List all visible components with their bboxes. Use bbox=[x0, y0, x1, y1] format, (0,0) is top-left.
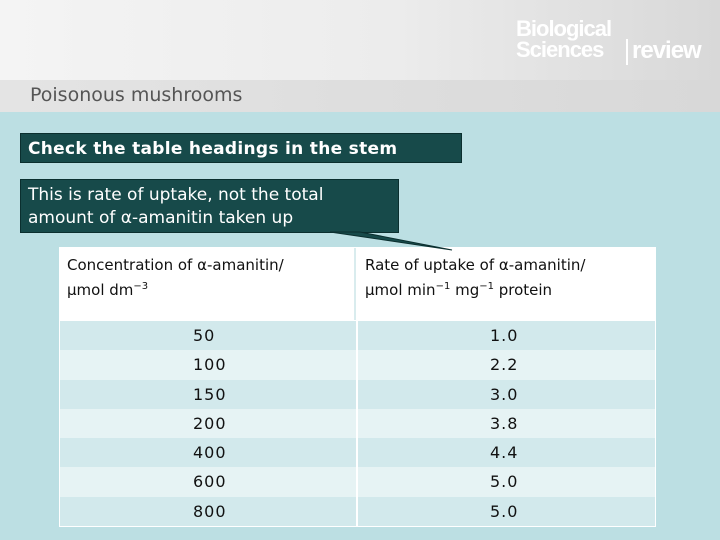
uptake-table: Concentration of α-amanitin/ μmol dm−3 R… bbox=[59, 247, 656, 527]
heading-callout: Check the table headings in the stem bbox=[20, 133, 462, 163]
table-body: 50 1.0 100 2.2 150 3.0 200 3.8 400 4.4 600 5.0… bbox=[60, 321, 655, 527]
uptake-callout: This is rate of uptake, not the total am… bbox=[20, 179, 399, 233]
concentration-cell: 200 bbox=[193, 413, 227, 433]
col2-unit-a: μmol min bbox=[365, 281, 436, 299]
col1-unit-exp: −3 bbox=[133, 281, 149, 292]
subtitle-bar: Poisonous mushrooms bbox=[0, 80, 720, 112]
slide-subtitle: Poisonous mushrooms bbox=[30, 84, 243, 106]
col2-unit-exp-1: −1 bbox=[435, 281, 451, 292]
col1-unit: μmol dm bbox=[67, 281, 134, 299]
concentration-cell: 50 bbox=[193, 326, 216, 345]
logo-line-3: review bbox=[632, 37, 702, 64]
logo-divider bbox=[626, 39, 628, 65]
table-row: 150 3.0 bbox=[60, 379, 655, 409]
uptake-callout-line-2: amount of α-amanitin taken up bbox=[28, 208, 294, 228]
table-row: 100 2.2 bbox=[60, 350, 655, 380]
col2-header-line-2: μmol min−1 mg−1 protein bbox=[365, 276, 648, 301]
col1-header-line-1: Concentration of α-amanitin/ bbox=[67, 256, 284, 274]
logo-line-1: Biological bbox=[516, 16, 612, 41]
rate-cell: 2.2 bbox=[490, 355, 519, 375]
table-row: 50 1.0 bbox=[60, 321, 655, 351]
col2-unit-c: protein bbox=[493, 281, 553, 299]
rate-cell: 5.0 bbox=[490, 472, 519, 492]
col2-unit-exp-2: −1 bbox=[479, 281, 494, 292]
table-row: 800 5.0 bbox=[60, 496, 655, 527]
table-row: 600 5.0 bbox=[60, 467, 655, 497]
table-row: 200 3.8 bbox=[60, 408, 655, 439]
concentration-cell: 800 bbox=[193, 501, 227, 521]
table-row: 400 4.4 bbox=[60, 438, 655, 468]
col1-header-line-2: μmol dm−3 bbox=[67, 276, 347, 301]
biological-sciences-review-logo: Biological Sciences review bbox=[516, 16, 706, 66]
logo-line-2: Sciences bbox=[516, 37, 604, 62]
col2-header-line-1: Rate of uptake of α-amanitin/ bbox=[365, 256, 586, 274]
concentration-cell: 150 bbox=[193, 384, 227, 404]
concentration-cell: 600 bbox=[193, 472, 227, 492]
concentration-cell: 400 bbox=[193, 443, 227, 463]
rate-cell: 5.0 bbox=[490, 501, 519, 521]
table-header-rate: Rate of uptake of α-amanitin/ μmol min−1… bbox=[358, 248, 655, 320]
rate-cell: 4.4 bbox=[490, 443, 519, 463]
table-header-concentration: Concentration of α-amanitin/ μmol dm−3 bbox=[60, 248, 356, 320]
header-banner: Biological Sciences review bbox=[0, 0, 720, 80]
rate-cell: 3.0 bbox=[490, 384, 519, 404]
rate-cell: 3.8 bbox=[490, 413, 519, 433]
concentration-cell: 100 bbox=[193, 355, 227, 375]
col2-unit-b: mg bbox=[450, 281, 480, 299]
uptake-callout-line-1: This is rate of uptake, not the total bbox=[28, 185, 324, 205]
rate-cell: 1.0 bbox=[490, 326, 519, 345]
